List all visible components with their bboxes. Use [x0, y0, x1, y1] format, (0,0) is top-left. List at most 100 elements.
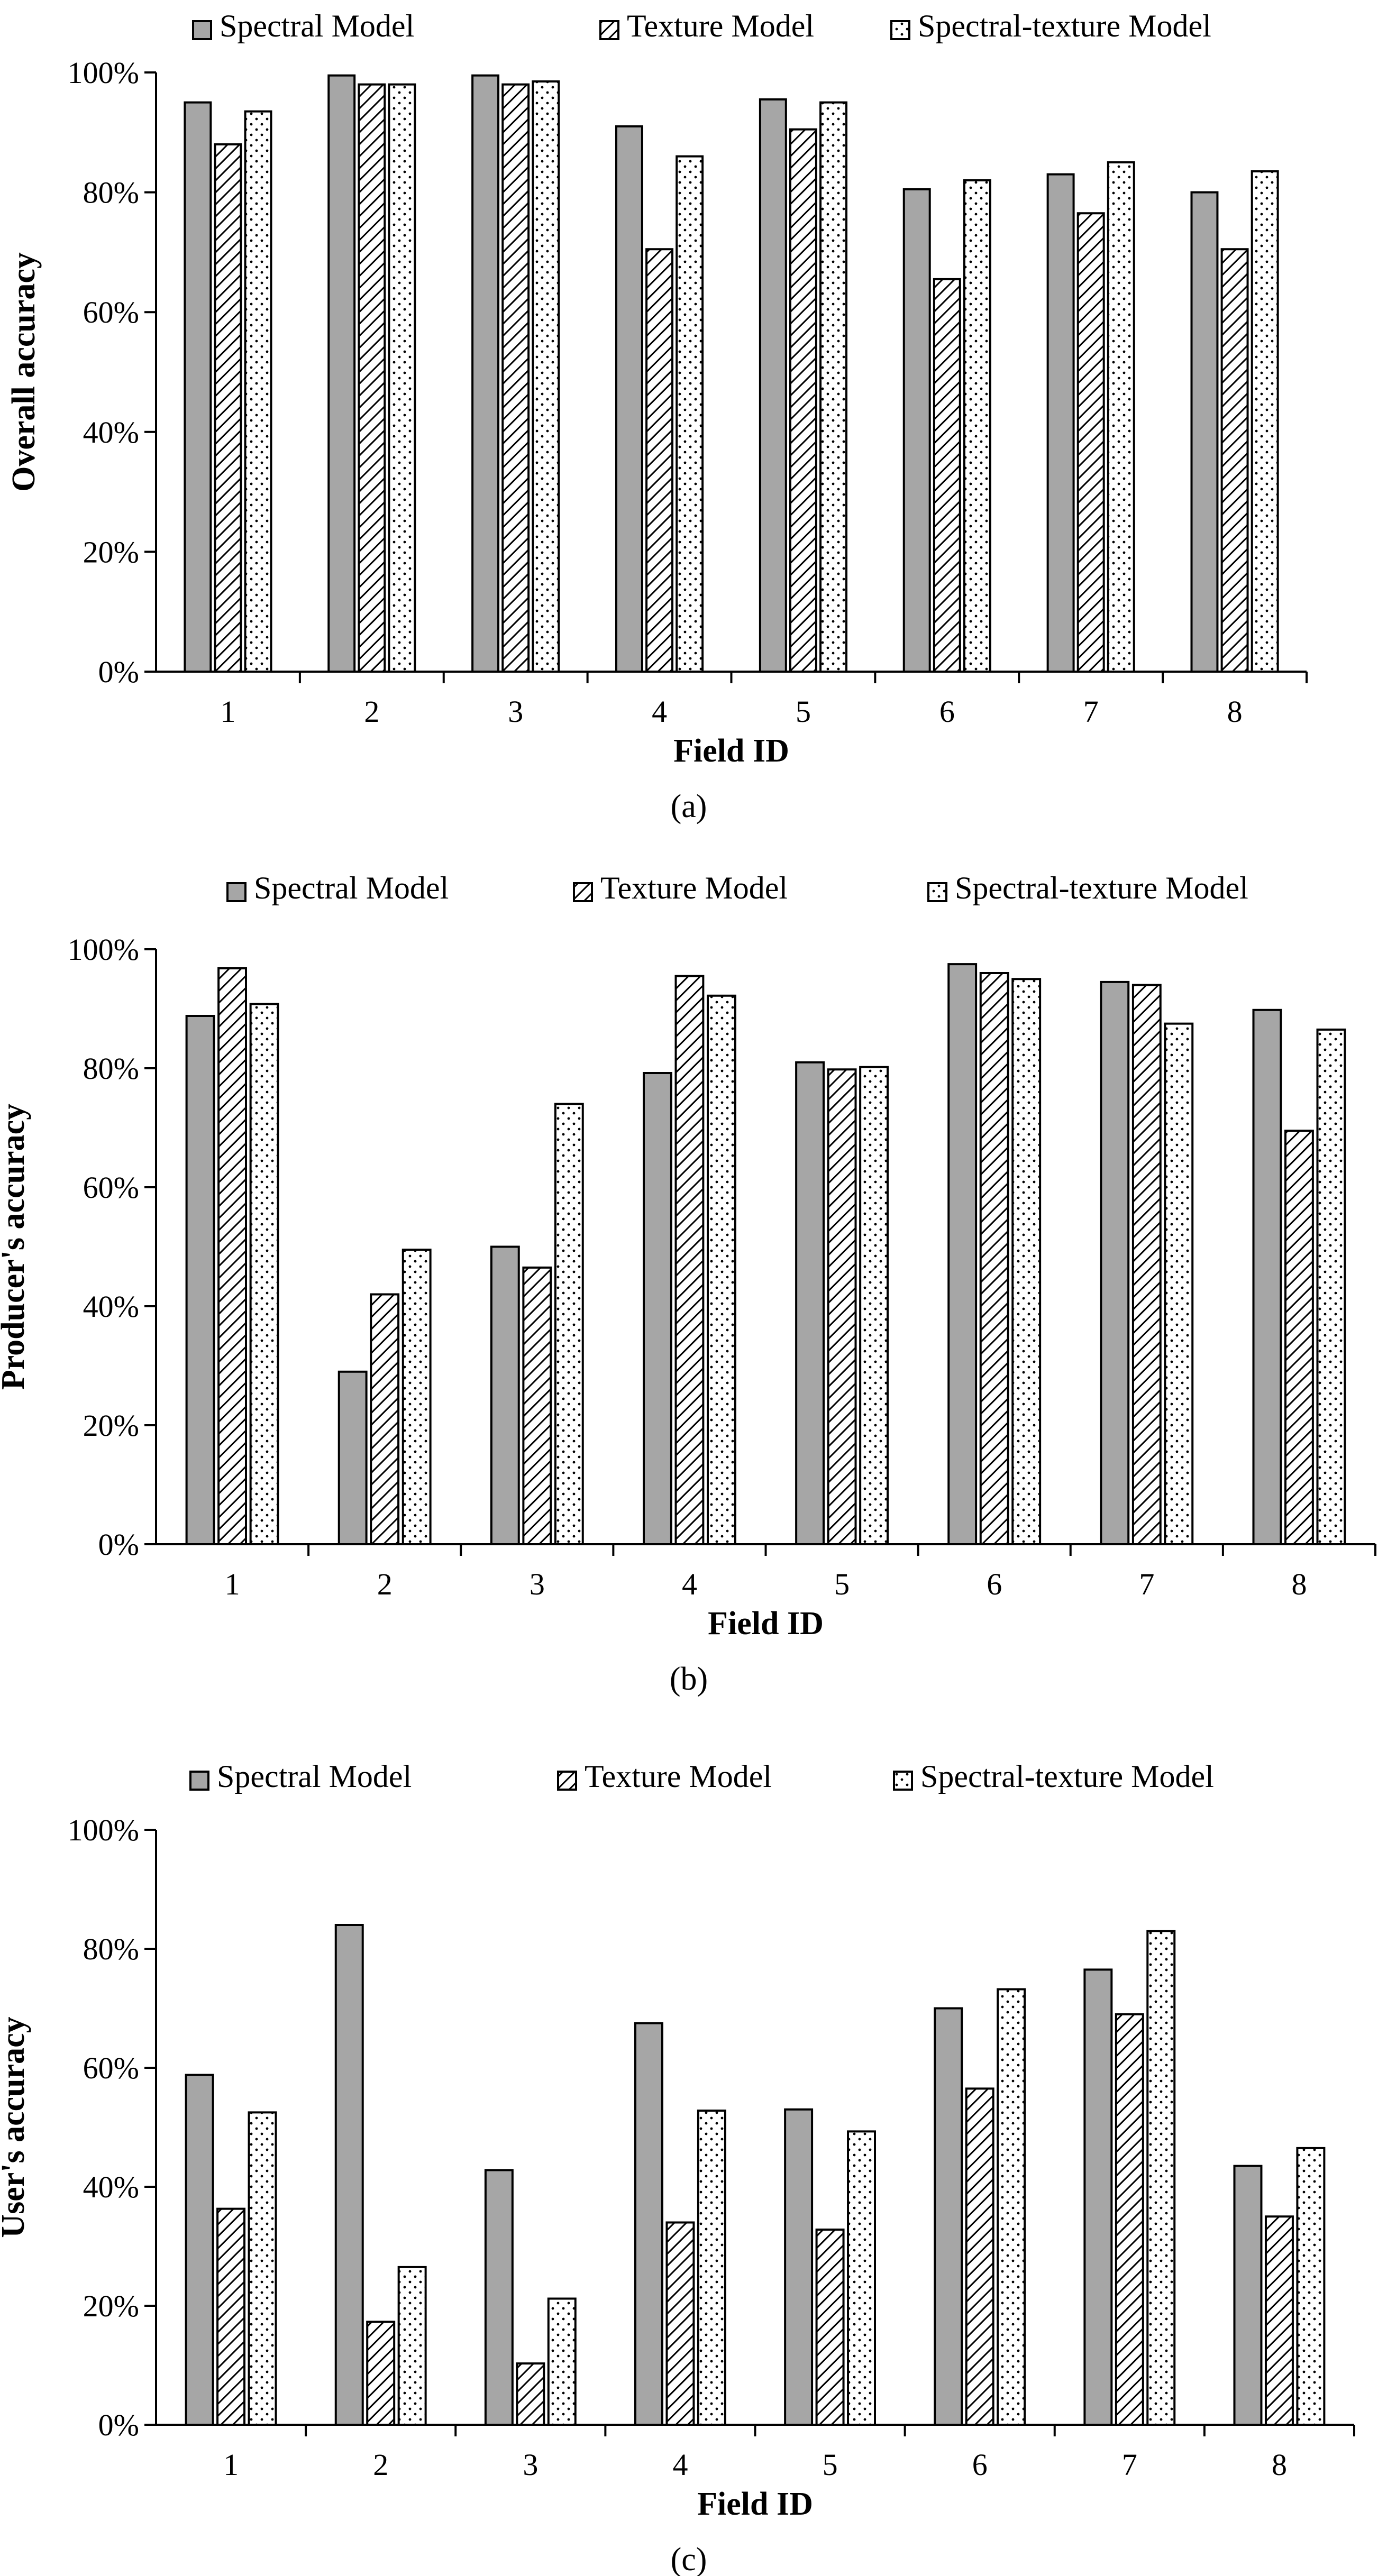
y-tick-label: 20%	[83, 535, 139, 569]
bar-solid-gray-field-7	[1046, 173, 1075, 673]
bar-diagonal-hatch-field-4	[665, 2221, 695, 2426]
bar-diagonal-hatch-field-7	[1131, 984, 1162, 1545]
y-tick-label: 80%	[83, 176, 139, 210]
bar-solid-gray-field-6	[947, 963, 978, 1545]
bar-diagonal-hatch-field-1	[214, 143, 242, 673]
bar-dots-field-2	[397, 2266, 427, 2426]
bar-diagonal-hatch-field-2	[370, 1293, 400, 1545]
bar-dots-field-1	[244, 110, 272, 673]
y-tick-label: 80%	[83, 1051, 139, 1086]
y-tick-label: 60%	[83, 1170, 139, 1205]
x-tick-label: 3	[523, 2447, 538, 2482]
bar-dots-field-8	[1316, 1028, 1346, 1545]
x-tick-label: 4	[672, 2447, 688, 2482]
bar-solid-gray-field-6	[934, 2007, 963, 2426]
bar-diagonal-hatch-field-6	[933, 278, 961, 673]
bar-solid-gray-field-8	[1233, 2165, 1263, 2426]
figure-caption: (a)	[671, 789, 707, 824]
bar-dots-field-6	[963, 179, 991, 673]
legend-label: Texture Model	[627, 8, 814, 43]
chart-panel-1: 0% 20% 40% 60% 80% 100% 1 2 3 4 5 6 7 8 Field ID Overal…	[6, 8, 1308, 824]
legend-label: Spectral Model	[220, 8, 414, 43]
bar-diagonal-hatch-field-5	[815, 2229, 845, 2426]
x-tick-label: 3	[508, 694, 523, 729]
x-tick-label: 5	[823, 2447, 838, 2482]
bar-dots-field-7	[1146, 1930, 1176, 2426]
legend-label: Texture Model	[600, 870, 788, 905]
x-tick-label: 2	[373, 2447, 388, 2482]
bar-diagonal-hatch-field-3	[522, 1266, 552, 1545]
legend-label: Spectral Model	[254, 870, 449, 905]
y-tick-label: 0%	[98, 2408, 139, 2442]
bar-dots-field-8	[1251, 170, 1279, 673]
bar-diagonal-hatch-field-8	[1220, 248, 1249, 673]
y-tick-label: 40%	[83, 2170, 139, 2204]
x-tick-label: 5	[834, 1567, 850, 1601]
bar-dots-field-1	[249, 1003, 279, 1545]
bar-dots-field-6	[997, 1988, 1026, 2426]
x-axis-label: Field ID	[673, 733, 789, 769]
bar-solid-gray-field-8	[1190, 191, 1219, 673]
bar-dots-field-2	[388, 83, 416, 673]
bar-dots-field-5	[859, 1066, 889, 1545]
bar-dots-field-3	[532, 80, 560, 673]
legend-swatch-diagonal-hatch	[573, 882, 593, 902]
x-tick-label: 4	[652, 694, 667, 729]
bar-dots-field-8	[1296, 2147, 1326, 2426]
bar-diagonal-hatch-field-2	[358, 83, 386, 673]
legend-swatch-solid-gray	[226, 882, 247, 902]
bar-solid-gray-field-2	[327, 74, 356, 673]
bar-dots-field-2	[401, 1249, 432, 1545]
x-tick-label: 8	[1272, 2447, 1287, 2482]
y-tick-label: 60%	[83, 2051, 139, 2085]
x-tick-label: 5	[796, 694, 811, 729]
x-tick-label: 6	[987, 1567, 1002, 1601]
bar-solid-gray-field-1	[184, 101, 212, 673]
bar-solid-gray-field-1	[185, 1015, 215, 1545]
y-tick-label: 100%	[68, 1813, 139, 1847]
legend-label: Spectral-texture Model	[955, 870, 1248, 905]
x-tick-label: 8	[1227, 694, 1243, 729]
bar-diagonal-hatch-field-1	[216, 2207, 246, 2426]
y-tick-label: 100%	[68, 932, 139, 967]
bar-diagonal-hatch-field-6	[979, 972, 1009, 1545]
bar-diagonal-hatch-field-5	[789, 128, 817, 673]
x-tick-label: 7	[1083, 694, 1099, 729]
legend-label: Spectral-texture Model	[918, 8, 1211, 43]
y-axis-label: Overall accuracy	[6, 252, 42, 492]
bar-solid-gray-field-4	[615, 125, 643, 673]
x-tick-label: 8	[1291, 1567, 1307, 1601]
bar-dots-field-3	[547, 2297, 577, 2426]
x-tick-label: 1	[223, 2447, 239, 2482]
legend-label: Texture Model	[585, 1759, 772, 1794]
bar-diagonal-hatch-field-8	[1284, 1130, 1314, 1545]
bar-solid-gray-field-2	[337, 1370, 368, 1545]
bar-solid-gray-field-5	[795, 1061, 825, 1545]
bar-solid-gray-field-8	[1252, 1009, 1282, 1545]
x-tick-label: 1	[225, 1567, 240, 1601]
y-tick-label: 0%	[98, 1527, 139, 1562]
y-tick-label: 0%	[98, 655, 139, 689]
bar-solid-gray-field-3	[490, 1245, 520, 1545]
x-axis-label: Field ID	[697, 2486, 813, 2522]
bar-solid-gray-field-4	[643, 1072, 672, 1545]
x-tick-label: 4	[682, 1567, 697, 1601]
y-axis-label: Producer's accuracy	[0, 1104, 31, 1390]
bar-dots-field-4	[697, 2110, 726, 2426]
x-tick-label: 6	[972, 2447, 988, 2482]
x-tick-label: 1	[220, 694, 235, 729]
bar-diagonal-hatch-field-1	[217, 967, 247, 1545]
y-tick-label: 20%	[83, 1408, 139, 1443]
figure-caption: (c)	[671, 2542, 707, 2576]
x-tick-label: 3	[530, 1567, 545, 1601]
legend-swatch-dots	[927, 882, 947, 902]
bar-solid-gray-field-7	[1100, 980, 1130, 1545]
bar-solid-gray-field-1	[185, 2074, 214, 2426]
bar-dots-field-6	[1011, 978, 1042, 1545]
bar-solid-gray-field-3	[484, 2169, 514, 2426]
y-tick-label: 20%	[83, 2289, 139, 2323]
x-tick-label: 6	[939, 694, 955, 729]
bar-diagonal-hatch-field-4	[645, 248, 674, 673]
legend-swatch-diagonal-hatch	[599, 20, 619, 40]
